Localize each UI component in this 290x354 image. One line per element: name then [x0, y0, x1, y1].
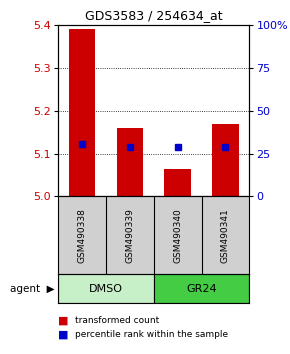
Text: GSM490341: GSM490341	[221, 208, 230, 263]
Bar	[117, 128, 143, 196]
Text: ■: ■	[58, 330, 68, 339]
Bar	[69, 29, 95, 196]
Text: GSM490339: GSM490339	[125, 208, 134, 263]
Text: GSM490340: GSM490340	[173, 208, 182, 263]
Bar	[154, 274, 249, 303]
Text: agent  ▶: agent ▶	[10, 284, 55, 293]
Bar	[164, 169, 191, 196]
Text: GSM490338: GSM490338	[77, 208, 86, 263]
Text: transformed count: transformed count	[75, 316, 160, 325]
Text: percentile rank within the sample: percentile rank within the sample	[75, 330, 229, 339]
Text: ■: ■	[58, 315, 68, 325]
Text: DMSO: DMSO	[89, 284, 123, 293]
Title: GDS3583 / 254634_at: GDS3583 / 254634_at	[85, 9, 222, 22]
Bar	[58, 274, 154, 303]
Text: GR24: GR24	[186, 284, 217, 293]
Bar	[212, 124, 239, 196]
